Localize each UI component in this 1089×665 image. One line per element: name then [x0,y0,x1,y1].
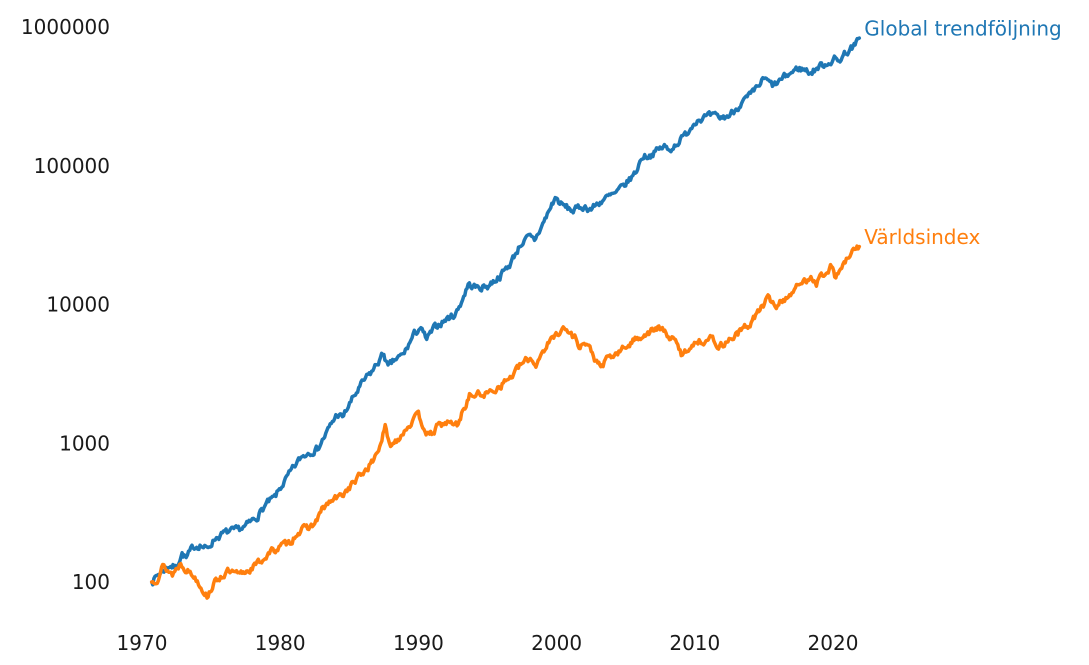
series-line-varldsindex [149,244,862,600]
x-tick-label-2000: 2000 [531,631,582,655]
x-tick-label-2020: 2020 [808,631,859,655]
series-line-global-trendfoljning [149,36,862,587]
y-tick-label-100000: 100000 [34,154,110,178]
x-tick-label-1980: 1980 [255,631,306,655]
series-label-global-trendfoljning: Global trendföljning [864,17,1061,41]
x-tick-label-1990: 1990 [393,631,444,655]
series-lines [149,36,862,600]
y-tick-label-100: 100 [72,570,110,594]
y-tick-label-1000000: 1000000 [21,15,110,39]
series-end-labels: Global trendföljning Världsindex [864,17,1061,250]
x-tick-label-2010: 2010 [669,631,720,655]
y-axis-tick-labels: 100 1000 10000 100000 1000000 [21,15,110,594]
y-tick-label-1000: 1000 [59,431,110,455]
y-tick-label-10000: 10000 [46,293,110,317]
x-axis-tick-labels: 1970 1980 1990 2000 2010 2020 [117,631,859,655]
x-tick-label-1970: 1970 [117,631,168,655]
series-label-varldsindex: Världsindex [864,225,980,249]
